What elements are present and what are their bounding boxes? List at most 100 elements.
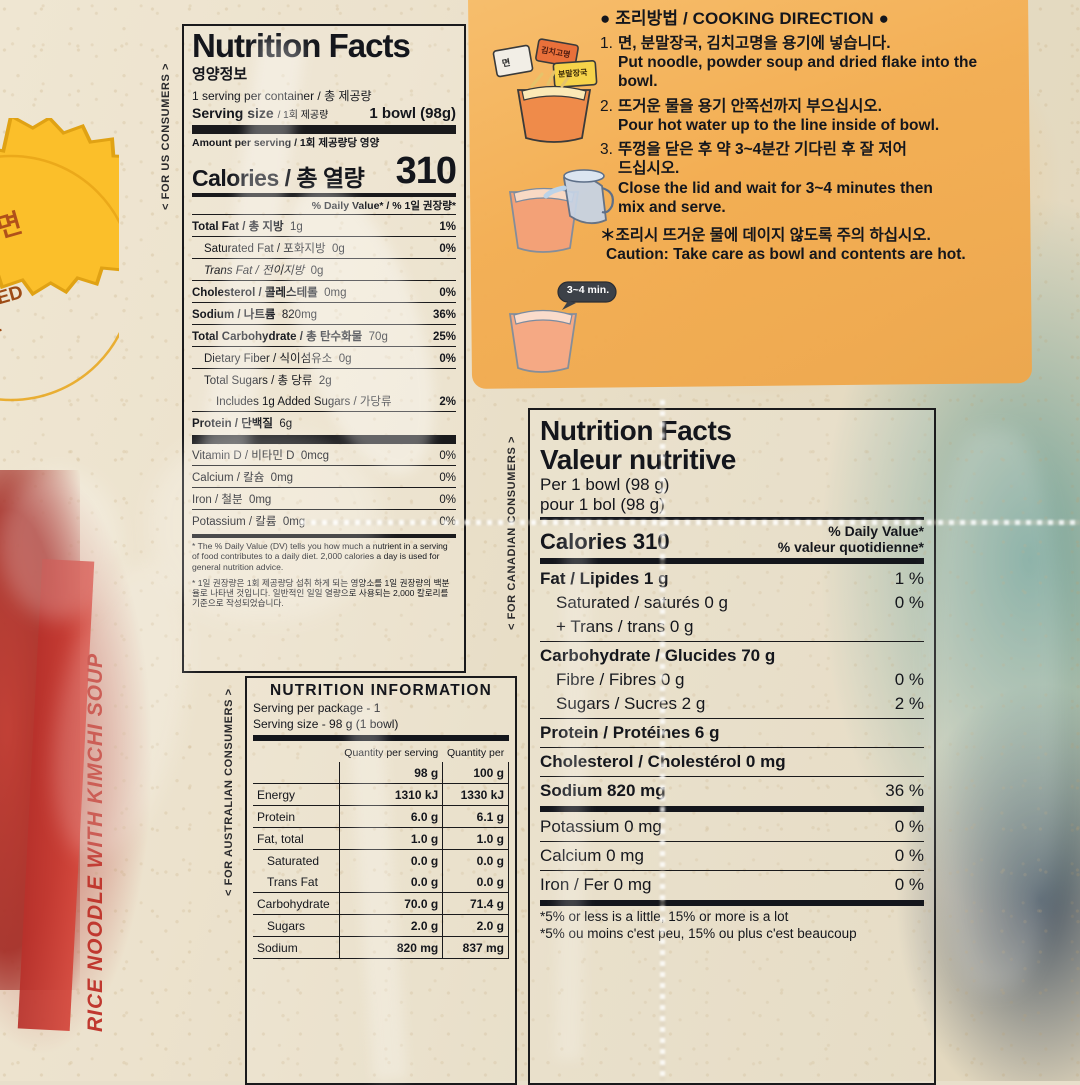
ca-row-dv: 0 % (894, 846, 924, 866)
au-nutrition-information-panel: NUTRITION INFORMATION Serving per packag… (245, 676, 517, 1085)
ca-dv-header-english: % Daily Value* (828, 523, 924, 540)
us-row-dv: 25% (432, 330, 456, 343)
us-vitamin-amount: 0mcg (300, 449, 329, 462)
au-serving-size: Serving size - 98 g (1 bowl) (253, 717, 399, 732)
caution-korean: ＊조리시 뜨거운 물에 데이지 않도록 주의 하십시오. (600, 226, 931, 244)
ca-row-dv: 36 % (885, 781, 924, 801)
cooking-caution: ＊조리시 뜨거운 물에 데이지 않도록 주의 하십시오. Caution: Ta… (600, 226, 1000, 264)
illustration-step1-icon (492, 38, 598, 143)
table-row: Iron / Fer 0 mg 0 % (540, 873, 924, 897)
us-vitamin-label: Calcium / 칼슘 (192, 471, 265, 484)
step-korean: 뜨거운 물을 용기 안쪽선까지 부으십시오. (617, 97, 882, 115)
table-row: Fat / Lipides 1 g 1 % (540, 567, 924, 591)
ca-panel-title-french: Valeur nutritive (540, 444, 736, 476)
table-row: Dietary Fiber / 식이섬유소 0g 0% (192, 346, 456, 368)
ca-panel-title-english: Nutrition Facts (540, 415, 732, 446)
cooking-step: 2. 뜨거운 물을 용기 안쪽선까지 부으십시오. Pour hot water… (600, 97, 1000, 135)
table-row: Carbohydrate 70.0 g 71.4 g (253, 892, 509, 916)
us-vitamin-amount: 0mg (248, 493, 272, 506)
us-row-amount: 1g (289, 220, 303, 233)
non-fried-noodle-starburst: 비유탕면 NON-FRIED NOODLE (0, 113, 159, 438)
step-number: 1. (600, 35, 613, 52)
au-row-per-serving: 1310 kJ (339, 783, 444, 807)
au-row-per-100g: 1.0 g (442, 827, 509, 851)
au-row-per-100g: 6.1 g (442, 805, 509, 829)
ca-row-dv: 1 % (894, 569, 924, 589)
us-vitamin-amount: 0mg (270, 471, 294, 484)
table-header-row: Quantity per serving Quantity per (253, 743, 509, 762)
ca-row-dv: 0 % (894, 875, 924, 895)
au-row-per-100g: 71.4 g (442, 892, 509, 916)
us-row-label: Total Carbohydrate / 총 탄수화물 (192, 330, 363, 343)
au-col2-sub: 100 g (442, 762, 509, 785)
table-row: Sodium 820 mg 36 % (540, 779, 924, 803)
us-row-amount: 6g (279, 417, 293, 430)
au-panel-title: NUTRITION INFORMATION (269, 682, 493, 699)
table-row: + Trans / trans 0 g (540, 615, 924, 639)
us-row-amount: 0g (331, 242, 345, 255)
us-calories-label: Calories / 총 열량 (192, 165, 365, 192)
us-amount-per-serving: Amount per serving / 1회 제공량당 영양 (192, 137, 380, 150)
au-nutrition-table: Quantity per serving Quantity per 98 g 1… (253, 743, 509, 960)
us-row-label: Dietary Fiber / 식이섬유소 (204, 352, 333, 365)
us-panel-title-korean: 영양정보 (192, 66, 248, 84)
au-row-per-100g: 1330 kJ (442, 783, 509, 807)
table-subheader-row: 98 g 100 g (253, 762, 509, 785)
table-row: Trans Fat 0.0 g 0.0 g (253, 871, 509, 894)
us-row-amount: 0mg (324, 286, 347, 299)
cooking-illustrations: 면 김치고명 분말장국 3~4 min. (492, 34, 620, 386)
australian-consumers-tab: < FOR AUSTRALIAN CONSUMERS > (223, 688, 235, 896)
caution-english: Caution: Take care as bowl and contents … (606, 246, 966, 264)
au-row-per-serving: 0.0 g (339, 871, 444, 894)
table-row: Total Carbohydrate / 총 탄수화물 70g 25% (192, 324, 456, 346)
table-row: Includes 1g Added Sugars / 가당류 2% (192, 390, 456, 411)
table-row: Protein / 단백질 6g (192, 411, 456, 433)
us-vitamin-dv: 0% (439, 449, 456, 462)
au-row-per-serving: 70.0 g (339, 892, 444, 916)
us-row-amount: 0g (310, 264, 324, 277)
au-row-label: Sodium (253, 936, 341, 960)
ca-footnote-english: *5% or less is a little, 15% or more is … (540, 909, 789, 925)
au-row-label: Sugars (253, 914, 341, 938)
us-row-dv: 36% (432, 308, 456, 321)
ca-row-label: Fibre / Fibres 0 g (556, 670, 685, 690)
ca-row-label: Saturated / saturés 0 g (556, 593, 728, 613)
cooking-step: 3. 뚜껑을 닫은 후 약 3~4분간 기다린 후 잘 저어 드십시오. Clo… (600, 140, 1000, 217)
us-row-label: Includes 1g Added Sugars / 가당류 (216, 395, 392, 408)
ca-row-label: Potassium 0 mg (540, 817, 662, 837)
au-col1-header: Quantity per serving (344, 746, 439, 759)
us-row-amount: 70g (368, 330, 388, 343)
table-row: Sugars 2.0 g 2.0 g (253, 914, 509, 938)
au-row-per-100g: 0.0 g (442, 849, 509, 872)
packet-soup-label: 분말장국 (557, 67, 588, 80)
ca-row-dv: 0 % (894, 670, 924, 690)
ca-dv-header-french: % valeur quotidienne* (777, 539, 924, 556)
table-row: Protein / Protéines 6 g (540, 721, 924, 745)
us-row-label: Total Sugars / 총 당류 (204, 374, 313, 387)
us-vitamin-label: Potassium / 칼륨 (192, 515, 277, 528)
au-row-per-serving: 1.0 g (339, 827, 444, 851)
us-vitamin-label: Iron / 철분 (192, 493, 243, 506)
plastic-seam-horizontal (300, 520, 1080, 525)
us-vitamin-label: Vitamin D / 비타민 D (192, 449, 295, 462)
step-number: 3. (600, 141, 613, 159)
us-vitamin-dv: 0% (439, 493, 456, 506)
au-row-per-serving: 820 mg (339, 936, 444, 960)
us-row-label: Sodium / 나트륨 (192, 308, 276, 321)
table-row: Saturated Fat / 포화지방 0g 0% (192, 236, 456, 258)
us-row-dv: 1% (439, 220, 456, 233)
table-row: Saturated / saturés 0 g 0 % (540, 591, 924, 615)
au-row-per-serving: 0.0 g (339, 849, 444, 872)
ca-nutrition-facts-panel: Nutrition Facts Valeur nutritive Per 1 b… (528, 408, 936, 1085)
us-vitamin-amount: 0mg (282, 515, 306, 528)
us-nutrition-facts-panel: Nutrition Facts 영양정보 1 serving per conta… (182, 24, 466, 673)
us-row-dv: 0% (439, 286, 456, 299)
table-row: Carbohydrate / Glucides 70 g (540, 644, 924, 668)
ca-per-serving-english: Per 1 bowl (98 g) (540, 474, 670, 494)
us-row-amount: 820mg (281, 308, 318, 321)
ca-row-label: Sugars / Sucres 2 g (556, 694, 706, 714)
us-serving-size-value: 1 bowl (98g) (369, 105, 456, 123)
us-serving-size-korean: / 1회 제공량 (277, 110, 329, 122)
ca-row-dv: 0 % (894, 593, 924, 613)
us-row-amount: 2g (318, 374, 332, 387)
